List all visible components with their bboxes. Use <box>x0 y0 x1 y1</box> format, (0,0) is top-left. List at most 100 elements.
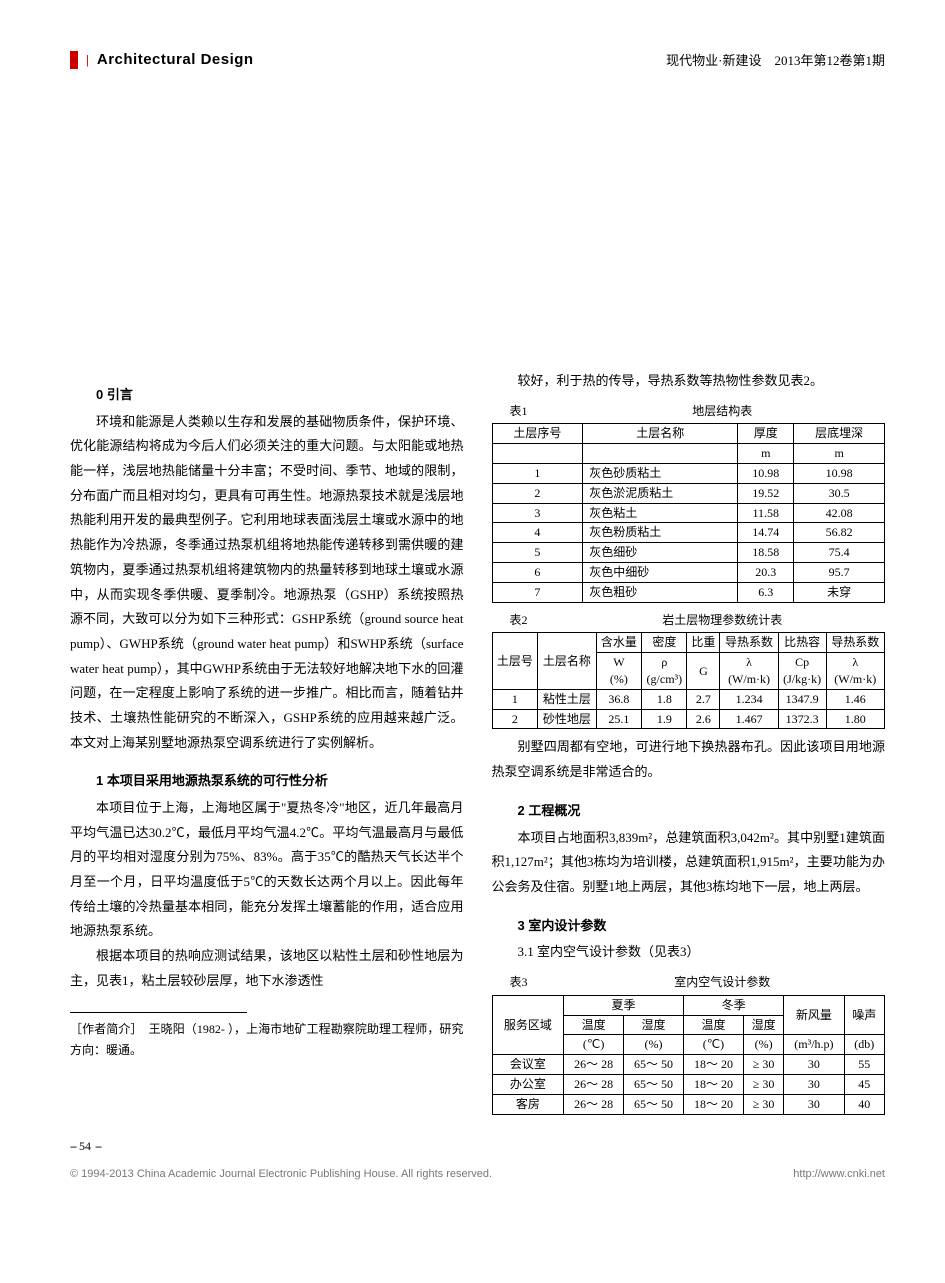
dash-left: - - <box>70 1139 75 1154</box>
td: 2 <box>492 709 538 729</box>
td: 6 <box>492 563 583 583</box>
td: 5 <box>492 543 583 563</box>
td: 1 <box>492 464 583 484</box>
table-row: 服务区域 夏季 冬季 新风量 噪声 <box>492 995 885 1015</box>
table1-title: 地层结构表 <box>560 400 885 423</box>
td <box>583 444 738 464</box>
table1-label: 表1 地层结构表 <box>492 400 886 423</box>
td <box>492 444 583 464</box>
td: 2 <box>492 483 583 503</box>
th: G <box>687 653 720 690</box>
intro-paragraph: 环境和能源是人类赖以生存和发展的基础物质条件，保护环境、优化能源结构将成为今后人… <box>70 410 464 756</box>
th: 新风量 <box>784 995 844 1035</box>
td: 7 <box>492 582 583 602</box>
td: 1 <box>492 689 538 709</box>
th: Cp(J/kg·k) <box>778 653 826 690</box>
table-row: 1灰色砂质粘土10.9810.98 <box>492 464 885 484</box>
table1-no: 表1 <box>492 400 528 423</box>
cnki-link: http://www.cnki.net <box>793 1168 885 1180</box>
td: 56.82 <box>794 523 885 543</box>
th: 导热系数 <box>826 633 884 653</box>
th: 密度 <box>642 633 687 653</box>
th: 土层名称 <box>583 424 738 444</box>
td: 75.4 <box>794 543 885 563</box>
table2: 土层号 土层名称 含水量 密度 比重 导热系数 比热容 导热系数 W(%) ρ(… <box>492 632 886 729</box>
td: 42.08 <box>794 503 885 523</box>
table-row: 6灰色中细砂20.395.7 <box>492 563 885 583</box>
td: 65～ 50 <box>624 1094 684 1114</box>
td: 灰色细砂 <box>583 543 738 563</box>
td: 25.1 <box>596 709 642 729</box>
td: m <box>738 444 794 464</box>
td: 30.5 <box>794 483 885 503</box>
td: ≥ 30 <box>743 1055 783 1075</box>
td: 灰色粉质粘土 <box>583 523 738 543</box>
td: 1.234 <box>720 689 778 709</box>
td: 30 <box>784 1074 844 1094</box>
right-column: 较好，利于热的传导，导热系数等热物性参数见表2。 表1 地层结构表 土层序号 土… <box>492 369 886 1115</box>
publication-info: 现代物业·新建设 2013年第12卷第1期 <box>666 50 885 69</box>
table3-no: 表3 <box>492 971 528 994</box>
td: 灰色淤泥质粘土 <box>583 483 738 503</box>
td: 灰色砂质粘土 <box>583 464 738 484</box>
td: 办公室 <box>492 1074 564 1094</box>
td: 95.7 <box>794 563 885 583</box>
td: 砂性地层 <box>538 709 596 729</box>
th: 厚度 <box>738 424 794 444</box>
table-row: 5灰色细砂18.5875.4 <box>492 543 885 563</box>
td: 30 <box>784 1094 844 1114</box>
th: 夏季 <box>564 995 684 1015</box>
table-row: 1粘性土层36.81.82.71.2341347.91.46 <box>492 689 885 709</box>
td: 65～ 50 <box>624 1055 684 1075</box>
th: 土层序号 <box>492 424 583 444</box>
table-row: m m <box>492 444 885 464</box>
th: (%) <box>743 1035 783 1055</box>
table-row: 土层序号 土层名称 厚度 层底埋深 <box>492 424 885 444</box>
page-number: - - 54 - - <box>70 1139 100 1154</box>
table-row: 办公室26～ 2865～ 5018～ 20≥ 303045 <box>492 1074 885 1094</box>
table-row: 2灰色淤泥质粘土19.5230.5 <box>492 483 885 503</box>
heading-1: 1 本项目采用地源热泵系统的可行性分析 <box>70 769 464 794</box>
content-area: 0 引言 环境和能源是人类赖以生存和发展的基础物质条件，保护环境、优化能源结构将… <box>0 79 945 1135</box>
th: 土层号 <box>492 633 538 689</box>
header-left: | Architectural Design <box>70 51 254 69</box>
table1: 土层序号 土层名称 厚度 层底埋深 m m 1灰色砂质粘土10.9810.982… <box>492 423 886 602</box>
td: 1.8 <box>642 689 687 709</box>
td: 会议室 <box>492 1055 564 1075</box>
page-header: | Architectural Design 现代物业·新建设 2013年第12… <box>0 0 945 79</box>
td: ≥ 30 <box>743 1074 783 1094</box>
table-row: 7灰色粗砂6.3未穿 <box>492 582 885 602</box>
heading-2: 2 工程概况 <box>492 799 886 824</box>
th: (m³/h.p) <box>784 1035 844 1055</box>
th: 湿度 <box>743 1015 783 1035</box>
td: 19.52 <box>738 483 794 503</box>
td: 1.467 <box>720 709 778 729</box>
table-row: 2砂性地层25.11.92.61.4671372.31.80 <box>492 709 885 729</box>
th: 噪声 <box>844 995 884 1035</box>
td: 1.46 <box>826 689 884 709</box>
table-row: 4灰色粉质粘土14.7456.82 <box>492 523 885 543</box>
heading-0: 0 引言 <box>70 383 464 408</box>
table2-title: 岩土层物理参数统计表 <box>560 609 885 632</box>
section-title: Architectural Design <box>97 51 254 68</box>
td: 40 <box>844 1094 884 1114</box>
project-overview: 本项目占地面积3,839m²，总建筑面积3,042m²。其中别墅1建筑面积1,1… <box>492 826 886 900</box>
td: 14.74 <box>738 523 794 543</box>
th: 土层名称 <box>538 633 596 689</box>
copyright-footer: © 1994-2013 China Academic Journal Elect… <box>0 1168 945 1194</box>
td: 1347.9 <box>778 689 826 709</box>
td: ≥ 30 <box>743 1094 783 1114</box>
th: 导热系数 <box>720 633 778 653</box>
left-column: 0 引言 环境和能源是人类赖以生存和发展的基础物质条件，保护环境、优化能源结构将… <box>70 369 464 1115</box>
td: 65～ 50 <box>624 1074 684 1094</box>
heading-3: 3 室内设计参数 <box>492 914 886 939</box>
td: 灰色中细砂 <box>583 563 738 583</box>
header-red-marker <box>70 51 78 69</box>
td: 45 <box>844 1074 884 1094</box>
th: 含水量 <box>596 633 642 653</box>
td: 26～ 28 <box>564 1055 624 1075</box>
td: 55 <box>844 1055 884 1075</box>
td: 粘性土层 <box>538 689 596 709</box>
th: λ(W/m·k) <box>720 653 778 690</box>
td: 18～ 20 <box>683 1074 743 1094</box>
